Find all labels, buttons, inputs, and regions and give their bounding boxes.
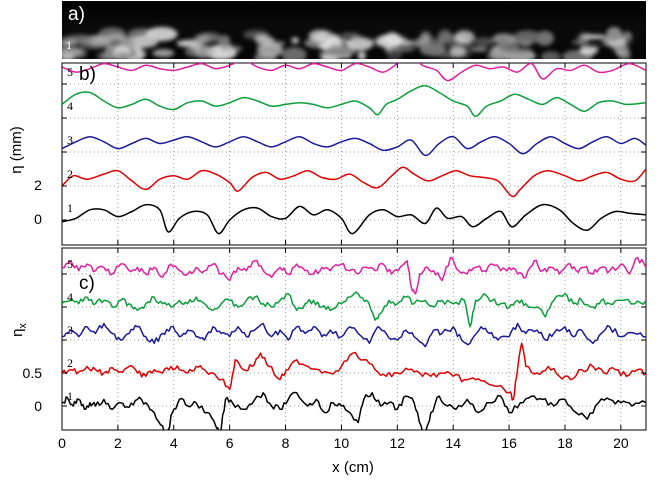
panel-a-row-label: 1 (66, 38, 72, 52)
trace-number-4: 4 (67, 99, 73, 113)
trace-number-2: 2 (67, 356, 73, 370)
image-blob (582, 34, 607, 40)
xtick-label: 16 (501, 435, 517, 451)
image-blob (540, 51, 561, 59)
xtick-label: 4 (170, 435, 178, 451)
image-blob (497, 39, 519, 52)
series-line-3 (62, 322, 646, 348)
trace-number-1: 1 (67, 389, 73, 403)
image-blob (346, 37, 373, 51)
trace-number-4: 4 (67, 290, 73, 304)
panel-c-ytick-05: 0.5 (23, 365, 43, 381)
image-blob (324, 46, 356, 57)
xtick-label: 18 (557, 435, 573, 451)
xtick-label: 6 (226, 435, 234, 451)
panel-c-trace-numbers: 1 2 3 4 5 (67, 257, 73, 403)
image-blob (624, 31, 633, 45)
series-line-2 (62, 166, 646, 198)
trace-number-3: 3 (67, 133, 73, 147)
image-blob (571, 40, 586, 45)
trace-number-1: 1 (67, 201, 73, 215)
panel-b-ytick-2: 2 (34, 177, 42, 193)
image-blob (384, 46, 415, 53)
image-blob (115, 51, 132, 59)
image-blob (197, 32, 222, 43)
image-blob (384, 32, 400, 45)
panel-c-xlabel: x (cm) (332, 459, 374, 476)
image-blob (581, 44, 601, 50)
image-blob (419, 43, 447, 56)
xtick-label: 2 (114, 435, 122, 451)
image-blob (152, 49, 175, 58)
image-blob (486, 51, 516, 59)
image-blob (618, 49, 631, 59)
xtick-label: 10 (334, 435, 350, 451)
series-line-4 (62, 291, 646, 328)
panel-b-traces (62, 63, 646, 235)
panel-b-trace-numbers: 1 2 3 4 5 (67, 65, 73, 215)
series-line-4 (62, 84, 646, 118)
panel-b-label: b) (79, 64, 96, 85)
panel-b-ytick-0: 0 (34, 211, 42, 227)
image-blob (535, 30, 554, 46)
image-blob (138, 50, 147, 57)
trace-number-3: 3 (67, 323, 73, 337)
image-blob (357, 51, 366, 59)
image-blob (64, 34, 96, 44)
image-blob (256, 40, 286, 47)
series-line-2 (62, 342, 646, 401)
xtick-label: 14 (445, 435, 461, 451)
trace-number-2: 2 (67, 167, 73, 181)
panel-a: a) 1 (62, 1, 646, 59)
image-blob (281, 47, 307, 59)
image-blob (291, 37, 300, 44)
xtick-label: 20 (613, 435, 629, 451)
trace-number-5: 5 (67, 257, 73, 271)
series-line-1 (62, 391, 646, 430)
trace-number-5: 5 (67, 65, 73, 79)
image-blob (222, 45, 243, 53)
xtick-label: 8 (282, 435, 290, 451)
panel-b-frame (61, 62, 647, 246)
image-blob (513, 30, 542, 44)
series-line-1 (62, 203, 646, 235)
panel-c-ticks (61, 248, 646, 430)
panel-c-ylabel-sub: x (17, 323, 29, 329)
image-blob (449, 46, 467, 57)
image-blob (454, 30, 475, 44)
xtick-label: 0 (58, 435, 66, 451)
panel-c-grid (62, 248, 646, 430)
panel-c-ylabel-main: η (9, 329, 26, 337)
panel-b-ylabel: η (mm) (8, 126, 25, 174)
panel-b-ticks (61, 63, 646, 245)
series-line-5 (62, 256, 646, 295)
panel-b: 1 2 3 4 5 b) 2 0 η (mm) (8, 62, 647, 246)
panel-a-label: a) (68, 4, 85, 25)
image-blob (308, 29, 331, 42)
panel-a-texture (62, 26, 633, 59)
image-blob (340, 32, 361, 38)
series-line-3 (62, 135, 646, 157)
xtick-label: 12 (390, 435, 406, 451)
image-blob (418, 35, 431, 45)
image-blob (323, 38, 350, 44)
image-blob (190, 44, 202, 52)
panel-c-ytick-0: 0 (34, 398, 42, 414)
panel-c-label: c) (79, 273, 95, 294)
panel-c-xtick-labels: 0 2 4 6 8 10 12 14 16 18 20 (58, 435, 629, 451)
series-line-5 (62, 63, 646, 82)
panel-b-grid (62, 63, 646, 245)
panel-c-ylabel: ηx (9, 323, 29, 337)
image-blob (133, 34, 159, 48)
image-blob (474, 37, 494, 47)
image-blob (62, 54, 75, 59)
image-blob (606, 27, 622, 41)
image-blob (386, 50, 403, 59)
panel-c-traces (62, 256, 646, 430)
image-blob (255, 34, 268, 39)
